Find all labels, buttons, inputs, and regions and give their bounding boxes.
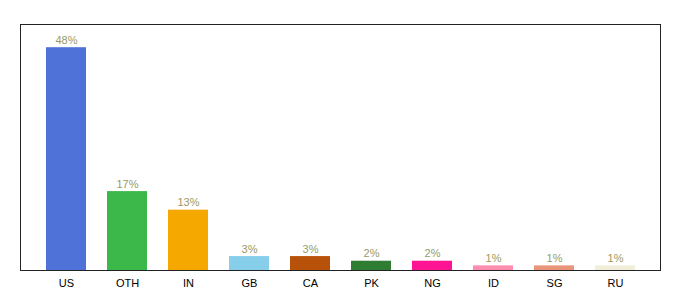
- svg-text:13%: 13%: [177, 196, 199, 208]
- svg-text:OTH: OTH: [116, 277, 139, 289]
- svg-text:SG: SG: [547, 277, 563, 289]
- svg-text:1%: 1%: [486, 252, 502, 264]
- svg-text:1%: 1%: [547, 252, 563, 264]
- svg-text:17%: 17%: [116, 178, 138, 190]
- svg-text:RU: RU: [608, 277, 624, 289]
- svg-text:ID: ID: [488, 277, 499, 289]
- svg-text:CA: CA: [303, 277, 319, 289]
- svg-text:NG: NG: [424, 277, 441, 289]
- svg-text:2%: 2%: [425, 247, 441, 259]
- svg-text:IN: IN: [183, 277, 194, 289]
- svg-text:2%: 2%: [364, 247, 380, 259]
- svg-text:US: US: [59, 277, 74, 289]
- svg-text:3%: 3%: [303, 243, 319, 255]
- svg-text:3%: 3%: [242, 243, 258, 255]
- svg-text:PK: PK: [364, 277, 379, 289]
- svg-text:GB: GB: [242, 277, 258, 289]
- svg-text:1%: 1%: [608, 252, 624, 264]
- svg-text:48%: 48%: [55, 34, 77, 46]
